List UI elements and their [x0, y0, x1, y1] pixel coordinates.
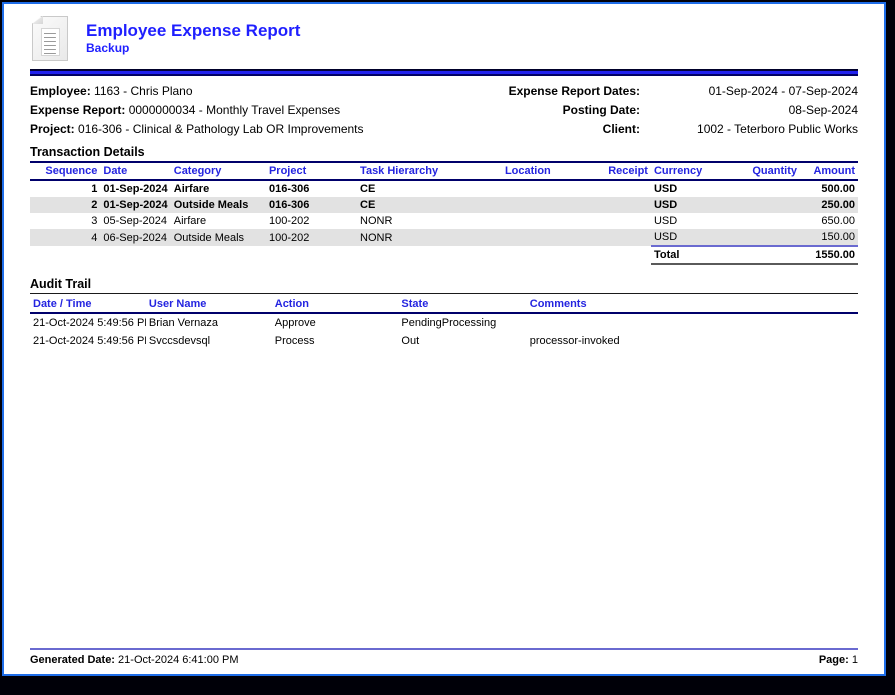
col-location: Location — [502, 162, 585, 180]
report-titles: Employee Expense Report Backup — [86, 16, 300, 56]
table-row: 4 06-Sep-2024 Outside Meals 100-202 NONR… — [30, 229, 858, 246]
audit-row: 21-Oct-2024 5:49:56 PM Svccsdevsql Proce… — [30, 332, 858, 350]
col-task-hierarchy: Task Hierarchy — [357, 162, 502, 180]
expense-report-dates-value: 01-Sep-2024 - 07-Sep-2024 — [640, 82, 858, 101]
report-viewer-window: Employee Expense Report Backup Employee:… — [2, 2, 886, 676]
project-value: 016-306 - Clinical & Pathology Lab OR Im… — [78, 122, 363, 136]
info-row-2: Expense Report: 0000000034 - Monthly Tra… — [30, 101, 858, 120]
total-row: Total 1550.00 — [30, 246, 858, 264]
generated-date-value: 21-Oct-2024 6:41:00 PM — [118, 654, 238, 666]
col-amount: Amount — [800, 162, 858, 180]
col-sequence: Sequence — [30, 162, 100, 180]
col-receipt: Receipt — [585, 162, 651, 180]
col-date-time: Date / Time — [30, 296, 146, 313]
report-footer: Generated Date: 21-Oct-2024 6:41:00 PM P… — [30, 648, 858, 666]
expense-report-value: 0000000034 - Monthly Travel Expenses — [129, 103, 340, 117]
audit-table: Date / Time User Name Action State Comme… — [30, 296, 858, 350]
report-document-icon — [32, 16, 68, 61]
page-number: 1 — [852, 654, 858, 666]
audit-trail-title: Audit Trail — [30, 277, 858, 294]
total-amount: 1550.00 — [800, 246, 858, 264]
transaction-header-row: Sequence Date Category Project Task Hier… — [30, 162, 858, 180]
audit-header-row: Date / Time User Name Action State Comme… — [30, 296, 858, 313]
employee-value: 1163 - Chris Plano — [94, 84, 193, 98]
project-label: Project: — [30, 122, 75, 136]
col-category: Category — [171, 162, 266, 180]
generated-date-label: Generated Date: — [30, 654, 115, 666]
col-currency: Currency — [651, 162, 734, 180]
col-action: Action — [272, 296, 399, 313]
header-separator-bar — [30, 69, 858, 76]
client-value: 1002 - Teterboro Public Works — [640, 120, 858, 139]
transaction-table: Sequence Date Category Project Task Hier… — [30, 161, 858, 265]
table-row: 1 01-Sep-2024 Airfare 016-306 CE USD 500… — [30, 180, 858, 197]
expense-report-dates-label: Expense Report Dates: — [455, 82, 640, 101]
col-project: Project — [266, 162, 357, 180]
posting-date-value: 08-Sep-2024 — [640, 101, 858, 120]
col-comments: Comments — [527, 296, 858, 313]
info-row-3: Project: 016-306 - Clinical & Pathology … — [30, 120, 858, 139]
audit-row: 21-Oct-2024 5:49:56 PM Brian Vernaza App… — [30, 313, 858, 332]
employee-label: Employee: — [30, 84, 91, 98]
transaction-details-title: Transaction Details — [30, 145, 858, 159]
col-user-name: User Name — [146, 296, 272, 313]
col-date: Date — [100, 162, 170, 180]
total-label: Total — [651, 246, 734, 264]
col-quantity: Quantity — [734, 162, 800, 180]
report-title: Employee Expense Report — [86, 21, 300, 41]
table-row: 2 01-Sep-2024 Outside Meals 016-306 CE U… — [30, 197, 858, 213]
col-state: State — [398, 296, 526, 313]
report-page: Employee Expense Report Backup Employee:… — [4, 4, 884, 674]
client-label: Client: — [455, 120, 640, 139]
posting-date-label: Posting Date: — [455, 101, 640, 120]
info-row-1: Employee: 1163 - Chris Plano Expense Rep… — [30, 82, 858, 101]
page-label: Page: — [819, 654, 849, 666]
report-header: Employee Expense Report Backup — [30, 16, 858, 61]
expense-report-label: Expense Report: — [30, 103, 125, 117]
report-subtitle: Backup — [86, 41, 300, 56]
table-row: 3 05-Sep-2024 Airfare 100-202 NONR USD 6… — [30, 213, 858, 229]
